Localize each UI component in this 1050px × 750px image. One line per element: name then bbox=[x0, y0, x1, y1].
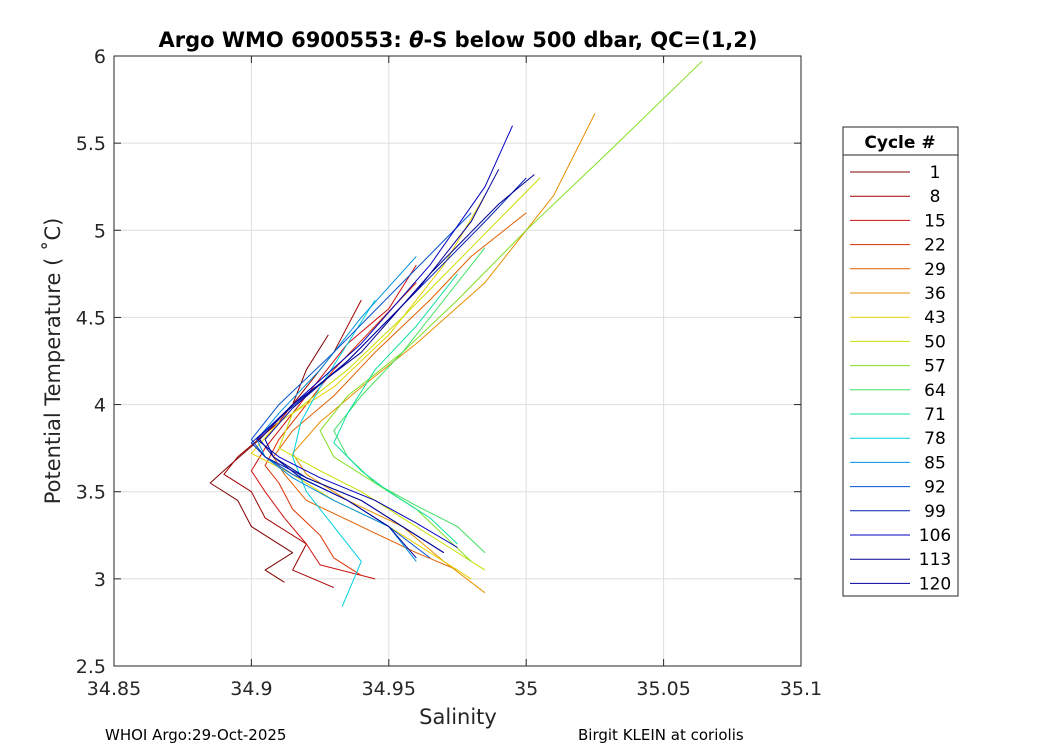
cycle-120-profile-line bbox=[264, 169, 500, 559]
x-tick-labels: 34.85 34.9 34.95 35 35.05 35.1 bbox=[87, 678, 822, 700]
y-tick-label: 5 bbox=[94, 220, 106, 242]
x-tick-label: 34.9 bbox=[230, 678, 272, 700]
y-tick-label: 3 bbox=[94, 569, 106, 591]
x-tick-label: 35 bbox=[514, 678, 538, 700]
cycle-36-profile-line bbox=[292, 113, 596, 594]
legend-label-113: 113 bbox=[919, 550, 951, 570]
cycle-1-profile-line bbox=[209, 334, 329, 583]
legend-items: 1 8 15 22 29 36 43 50 57 64 71 78 85 92 99 106 113 120 bbox=[850, 163, 951, 594]
legend-label-43: 43 bbox=[924, 308, 946, 328]
y-tick-label: 4 bbox=[94, 395, 106, 417]
legend-label-71: 71 bbox=[924, 405, 946, 425]
y-tick-label: 6 bbox=[94, 46, 106, 68]
y-tick-labels: 2.5 3 3.5 4 4.5 5 5.5 6 bbox=[76, 46, 106, 678]
cycle-8-profile-line bbox=[223, 299, 362, 589]
legend-label-92: 92 bbox=[924, 478, 946, 498]
legend-label-64: 64 bbox=[924, 381, 946, 401]
legend-label-106: 106 bbox=[919, 526, 951, 546]
y-tick-label: 2.5 bbox=[76, 656, 106, 678]
cycle-106-profile-line bbox=[256, 125, 513, 548]
y-tick-label: 5.5 bbox=[76, 133, 106, 155]
legend-label-29: 29 bbox=[924, 260, 946, 280]
plot-area bbox=[114, 56, 801, 666]
y-tick-label: 4.5 bbox=[76, 307, 106, 329]
cycle-43-profile-line bbox=[250, 195, 486, 580]
x-tick-label: 35.05 bbox=[636, 678, 690, 700]
x-tick-label: 35.1 bbox=[780, 678, 822, 700]
y-axis-label: Potential Temperature ( ˚C) bbox=[41, 218, 65, 505]
x-tick-label: 34.85 bbox=[87, 678, 141, 700]
x-tick-label: 34.95 bbox=[362, 678, 416, 700]
cycle-71-profile-line bbox=[333, 273, 458, 545]
footer-right: Birgit KLEIN at coriolis bbox=[578, 726, 744, 744]
legend-box bbox=[842, 126, 959, 597]
legend-label-99: 99 bbox=[924, 502, 946, 522]
cycle-78-profile-line bbox=[292, 299, 376, 607]
footer-left: WHOI Argo:29-Oct-2025 bbox=[105, 726, 286, 744]
legend-title: Cycle # bbox=[864, 133, 935, 153]
legend-label-36: 36 bbox=[924, 284, 946, 304]
cycle-50-profile-line bbox=[278, 177, 541, 571]
axis-ticks bbox=[113, 55, 802, 667]
cycle-85-profile-line bbox=[256, 256, 417, 562]
plot-frame bbox=[113, 55, 802, 667]
cycle-29-profile-line bbox=[272, 212, 527, 571]
legend-label-8: 8 bbox=[930, 187, 941, 207]
chart-title: Argo WMO 6900553: θ-S below 500 dbar, QC… bbox=[158, 28, 757, 52]
cycle-57-profile-line bbox=[319, 60, 703, 562]
legend-label-22: 22 bbox=[924, 236, 946, 256]
legend-label-57: 57 bbox=[924, 357, 946, 377]
x-axis-label: Salinity bbox=[419, 705, 497, 729]
profile-series bbox=[209, 60, 703, 607]
legend-label-50: 50 bbox=[924, 332, 946, 352]
y-tick-label: 3.5 bbox=[76, 482, 106, 504]
legend: Cycle # 18152229364350576471788592991061… bbox=[842, 126, 959, 597]
legend-label-85: 85 bbox=[924, 453, 946, 473]
legend-label-120: 120 bbox=[919, 574, 951, 594]
cycle-15-profile-line bbox=[250, 264, 417, 580]
cycle-113-profile-line bbox=[259, 174, 535, 554]
cycle-64-profile-line bbox=[333, 247, 486, 554]
legend-label-15: 15 bbox=[924, 211, 946, 231]
legend-label-1: 1 bbox=[930, 163, 941, 183]
legend-label-78: 78 bbox=[924, 429, 946, 449]
